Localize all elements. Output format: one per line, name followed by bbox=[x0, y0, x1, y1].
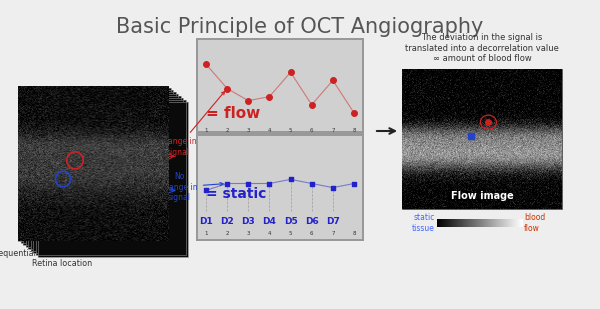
Bar bbox=[33, 98, 183, 253]
Bar bbox=[31, 96, 181, 251]
Text: 8: 8 bbox=[352, 128, 356, 133]
Bar bbox=[28, 94, 178, 249]
Point bbox=[307, 102, 317, 107]
Text: 1: 1 bbox=[204, 231, 208, 236]
Text: 7: 7 bbox=[331, 231, 335, 236]
Bar bbox=[18, 86, 168, 241]
Text: static
tissue: static tissue bbox=[412, 213, 435, 233]
Text: D5: D5 bbox=[284, 217, 298, 226]
Bar bbox=[18, 86, 168, 241]
Point bbox=[286, 177, 295, 182]
Point bbox=[223, 181, 232, 186]
Text: blood
flow: blood flow bbox=[524, 213, 545, 233]
Text: 3: 3 bbox=[247, 128, 250, 133]
Bar bbox=[20, 88, 170, 243]
Text: D1: D1 bbox=[199, 217, 213, 226]
Text: 1: 1 bbox=[204, 128, 208, 133]
Text: 2: 2 bbox=[226, 128, 229, 133]
Text: 5: 5 bbox=[289, 128, 292, 133]
Text: Basic Principle of OCT Angiography: Basic Principle of OCT Angiography bbox=[116, 17, 484, 37]
Text: 6: 6 bbox=[310, 128, 313, 133]
Point bbox=[244, 98, 253, 103]
Text: 4: 4 bbox=[268, 231, 271, 236]
Text: = flow: = flow bbox=[206, 106, 260, 121]
Text: D3: D3 bbox=[241, 217, 255, 226]
Text: Sequential  b scans taken at same
Retina location: Sequential b scans taken at same Retina … bbox=[0, 249, 131, 269]
Point bbox=[307, 181, 317, 186]
Point bbox=[244, 181, 253, 186]
Bar bbox=[25, 92, 176, 247]
Bar bbox=[23, 90, 173, 245]
Text: 3: 3 bbox=[247, 231, 250, 236]
Text: D2: D2 bbox=[220, 217, 234, 226]
Point bbox=[328, 185, 338, 190]
Point bbox=[201, 62, 211, 67]
Text: 5: 5 bbox=[289, 231, 292, 236]
Bar bbox=[198, 136, 362, 239]
Bar bbox=[35, 100, 185, 255]
Text: 8: 8 bbox=[352, 231, 356, 236]
Point bbox=[328, 78, 338, 83]
Bar bbox=[198, 40, 362, 131]
Text: Flow image: Flow image bbox=[451, 191, 514, 201]
Text: 4: 4 bbox=[268, 128, 271, 133]
Bar bbox=[33, 98, 183, 253]
Point bbox=[286, 70, 295, 75]
Text: D6: D6 bbox=[305, 217, 319, 226]
Text: = static: = static bbox=[206, 187, 266, 201]
Text: D7: D7 bbox=[326, 217, 340, 226]
Text: 7: 7 bbox=[331, 128, 335, 133]
Bar bbox=[28, 94, 178, 249]
Bar bbox=[35, 100, 185, 255]
Text: 2: 2 bbox=[226, 231, 229, 236]
Point bbox=[349, 110, 359, 115]
Bar bbox=[38, 102, 188, 257]
Text: 6: 6 bbox=[310, 231, 313, 236]
Point bbox=[201, 188, 211, 193]
Point bbox=[265, 181, 274, 186]
Bar bbox=[196, 38, 364, 241]
Point bbox=[223, 86, 232, 91]
Text: The deviation in the signal is
translated into a decorrelation value
∞ amount of: The deviation in the signal is translate… bbox=[405, 33, 559, 63]
Bar bbox=[38, 102, 188, 257]
Bar bbox=[25, 92, 176, 247]
Text: change in
signal: change in signal bbox=[159, 91, 224, 157]
Point bbox=[265, 94, 274, 99]
Bar bbox=[20, 88, 170, 243]
Point bbox=[349, 181, 359, 186]
Bar bbox=[31, 96, 181, 251]
Bar bbox=[402, 69, 562, 209]
Bar bbox=[23, 90, 173, 245]
Text: No
change in
signal: No change in signal bbox=[160, 172, 223, 202]
Text: D4: D4 bbox=[262, 217, 277, 226]
